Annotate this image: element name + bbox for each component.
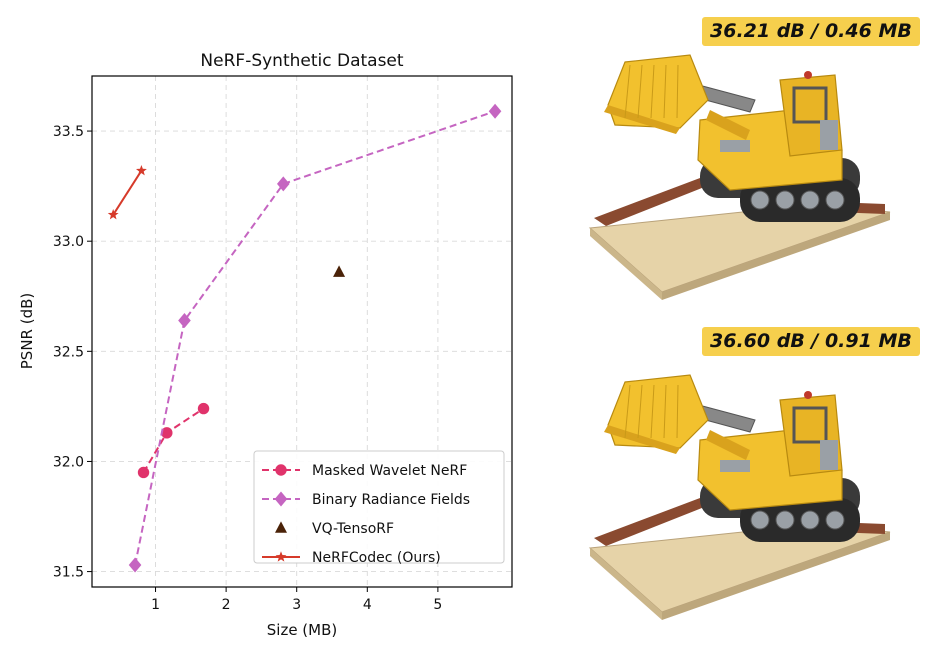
binary-radiance-fields-point	[488, 103, 502, 119]
bucket-rib	[624, 384, 631, 439]
baseplate-edge-left	[590, 228, 662, 300]
legend-label-nerfcodec-ours: NeRFCodec (Ours)	[312, 550, 441, 566]
nerfcodec-ours-point	[107, 209, 119, 220]
nerfcodec-ours-line	[112, 170, 143, 216]
render-top-label: 36.21 dB / 0.46 MB	[702, 17, 920, 46]
y-tick-label: 32.5	[53, 344, 84, 360]
psnr-vs-size-chart: NeRF-Synthetic Dataset 1 2 3 4 5 31.5 32.0 32.5…	[18, 51, 513, 639]
road-bricks-left	[594, 498, 712, 546]
track-front	[740, 178, 860, 222]
masked-wavelet-nerf-point	[161, 427, 173, 439]
y-tick-label: 33.5	[53, 124, 84, 140]
bucket-lip	[604, 425, 680, 454]
engine-detail	[720, 140, 750, 152]
masked-wavelet-nerf-point	[137, 466, 150, 479]
y-tick-label: 33.0	[53, 234, 84, 250]
x-tick-label: 2	[222, 597, 231, 613]
binary-radiance-fields-point	[276, 176, 290, 192]
bucket-lip	[604, 105, 680, 134]
legend-marker-binary-radiance-fields	[274, 491, 288, 507]
binary-radiance-fields-point	[178, 312, 191, 328]
binary-radiance-fields-point	[128, 557, 142, 573]
binary-radiance-fields-line	[134, 110, 496, 566]
lift-arm-lower	[706, 110, 750, 140]
bucket-rib	[650, 384, 655, 439]
bucket-rib	[624, 64, 631, 119]
track-wheel	[800, 190, 820, 210]
render-top-panel	[580, 0, 910, 300]
series	[107, 103, 502, 573]
track-wheel	[825, 190, 845, 210]
lego-bulldozer-render-top	[588, 54, 891, 300]
lego-bulldozer-render-bottom	[588, 374, 891, 620]
bucket-rib	[637, 384, 643, 439]
ticks: 1 2 3 4 5 31.5 32.0 32.5 33.0 33.5	[53, 124, 443, 613]
track-wheel	[825, 510, 845, 530]
legend-marker-nerfcodec-ours	[275, 551, 287, 562]
legend-marker-masked-wavelet-nerf	[275, 464, 287, 476]
bucket-rib	[663, 384, 667, 439]
track-wheel	[800, 510, 820, 530]
x-axis-label: Size (MB)	[267, 621, 338, 639]
y-tick-label: 32.0	[53, 454, 84, 470]
masked-wavelet-nerf-line	[142, 407, 205, 474]
baseplate-edge-right	[662, 532, 890, 620]
beacon-light	[804, 71, 812, 79]
bucket-rib	[663, 64, 667, 119]
track-wheel	[775, 190, 795, 210]
bucket-rib	[650, 64, 655, 119]
bucket-rib	[637, 64, 643, 119]
masked-wavelet-nerf-point	[197, 402, 210, 415]
track-wheel	[775, 510, 795, 530]
x-tick-label: 3	[292, 597, 301, 613]
legend-label-vq-tensorf: VQ-TensoRF	[312, 521, 394, 537]
plot-frame	[91, 75, 513, 588]
legend: Masked Wavelet NeRF Binary Radiance Field…	[253, 450, 505, 566]
track-wheel	[750, 510, 770, 530]
baseplate-edge-left	[590, 548, 662, 620]
render-bottom-panel	[580, 320, 910, 620]
nerfcodec-ours-point	[135, 165, 147, 176]
beacon-light	[804, 391, 812, 399]
x-tick-label: 4	[363, 597, 372, 613]
bucket-rib	[676, 64, 679, 119]
track-front	[740, 498, 860, 542]
rear-detail	[820, 440, 838, 470]
track-wheel	[750, 190, 770, 210]
road-bricks-left	[594, 178, 712, 226]
x-tick-label: 5	[433, 597, 442, 613]
legend-label-masked-wavelet-nerf: Masked Wavelet NeRF	[312, 463, 467, 479]
legend-marker-vq-tensorf	[275, 521, 287, 533]
cab-frame	[792, 86, 828, 124]
y-tick-label: 31.5	[53, 565, 84, 581]
x-tick-label: 1	[151, 597, 160, 613]
y-axis-label: PSNR (dB)	[18, 293, 36, 370]
rear-detail	[820, 120, 838, 150]
baseplate-edge-right	[662, 212, 890, 300]
engine-detail	[720, 460, 750, 472]
bucket-rib	[676, 384, 679, 439]
vq-tensorf-point	[333, 265, 346, 277]
cab-frame	[792, 406, 828, 444]
legend-box	[253, 450, 505, 564]
render-bottom-label: 36.60 dB / 0.91 MB	[702, 327, 920, 356]
lift-arm-lower	[706, 430, 750, 460]
legend-label-binary-radiance-fields: Binary Radiance Fields	[312, 492, 470, 508]
chart-title: NeRF-Synthetic Dataset	[200, 51, 403, 71]
